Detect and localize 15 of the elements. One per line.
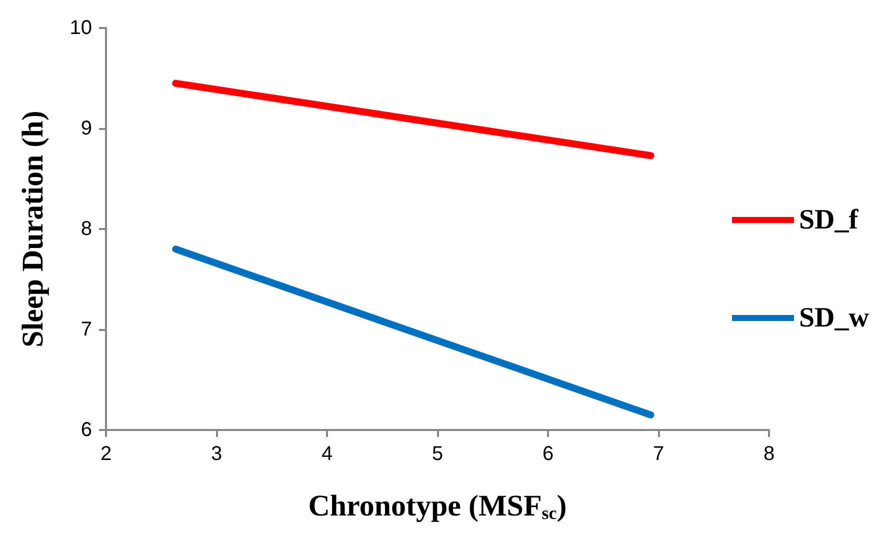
y-axis-title: Sleep Duration (h) [16, 110, 50, 348]
y-tick-label: 10 [70, 17, 92, 39]
x-tick-label: 4 [321, 443, 333, 465]
legend-label: SD_f [798, 204, 859, 236]
x-tick-label: 3 [210, 443, 222, 465]
y-tick-label: 7 [80, 318, 92, 340]
y-tick-label: 8 [80, 218, 92, 240]
x-tick-label: 5 [432, 443, 444, 465]
x-tick-label: 6 [542, 443, 554, 465]
x-tick-label: 7 [652, 443, 664, 465]
y-tick-label: 6 [80, 419, 92, 441]
x-tick-label: 8 [763, 443, 775, 465]
y-tick-label: 9 [80, 118, 92, 140]
legend-label: SD_w [798, 302, 870, 334]
x-tick-label: 2 [100, 443, 112, 465]
